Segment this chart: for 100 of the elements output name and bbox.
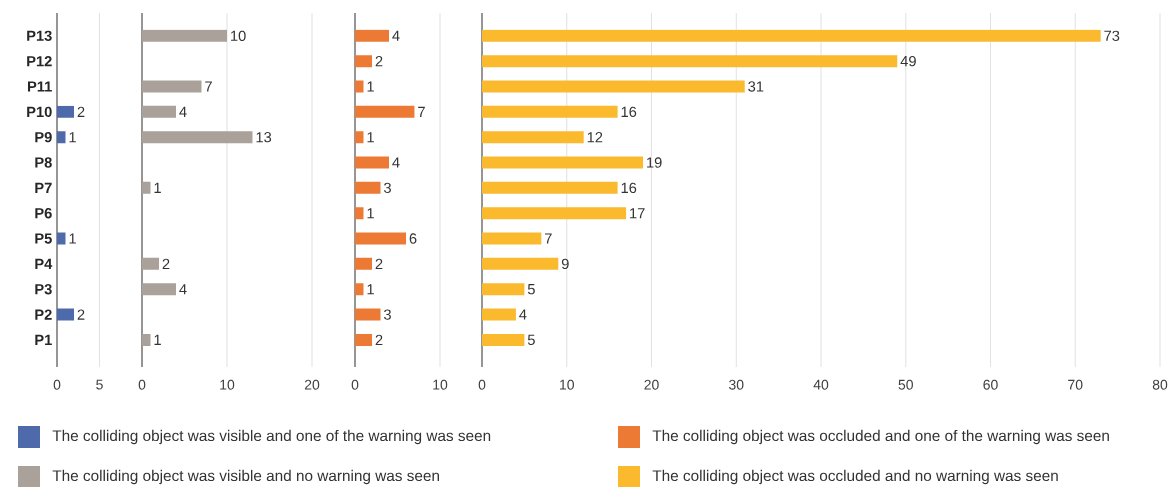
x-tick-label: 40	[813, 379, 829, 390]
y-tick-label: P4	[35, 258, 53, 269]
y-tick-label: P2	[35, 309, 52, 320]
data-label: 5	[527, 284, 535, 295]
y-tick-label: P13	[27, 30, 52, 42]
bar	[355, 333, 372, 346]
x-tick-label: 20	[304, 379, 320, 390]
bar	[142, 29, 228, 42]
x-tick-label: 10	[433, 379, 448, 390]
x-tick-label: 5	[96, 379, 103, 390]
x-tick-label: 10	[220, 379, 235, 390]
x-tick-label: 0	[53, 379, 61, 390]
data-label: 7	[205, 81, 212, 92]
bar	[482, 257, 559, 270]
bar	[355, 308, 381, 321]
x-tick-label: 70	[1068, 379, 1083, 390]
bar	[142, 257, 159, 270]
data-label: 7	[418, 106, 425, 117]
bar	[355, 207, 364, 220]
bar	[355, 105, 415, 118]
data-label: 2	[77, 309, 85, 320]
x-tick-label: 10	[560, 379, 574, 390]
bar	[355, 131, 364, 144]
bar	[482, 105, 618, 118]
data-label: 2	[375, 334, 383, 346]
y-tick-label: P7	[35, 182, 52, 193]
bar	[482, 156, 644, 169]
data-label: 16	[621, 106, 637, 118]
data-label: 1	[367, 284, 374, 295]
data-label: 1	[154, 334, 161, 345]
data-label: 1	[69, 132, 76, 143]
bar	[355, 156, 390, 169]
legend-label: The colliding object was occluded and one of the warning was seen	[652, 429, 1109, 445]
data-label: 12	[587, 132, 603, 143]
data-label: 1	[69, 233, 76, 244]
bar	[482, 333, 525, 346]
legend-label: The colliding object was visible and no warning was seen	[52, 469, 439, 485]
data-label: 1	[367, 81, 374, 92]
x-tick-label: 60	[983, 379, 998, 390]
bar	[482, 131, 584, 144]
data-label: 2	[375, 258, 383, 269]
data-label: 4	[179, 284, 187, 295]
data-label: 73	[1104, 30, 1120, 42]
data-label: 4	[179, 106, 187, 117]
data-label: 10	[231, 30, 246, 42]
y-tick-label: P6	[35, 208, 52, 219]
data-label: 4	[519, 309, 527, 320]
y-tick-label: P1	[35, 334, 52, 345]
data-label: 2	[77, 106, 85, 117]
x-tick-label: 80	[1152, 379, 1168, 390]
y-tick-label: P11	[27, 81, 52, 92]
x-tick-label: 0	[351, 379, 359, 390]
data-label: 2	[375, 56, 383, 67]
data-label: 17	[630, 208, 645, 219]
bar	[142, 181, 151, 194]
bar	[355, 55, 372, 68]
bar	[482, 232, 542, 245]
bar	[355, 80, 364, 93]
data-label: 4	[392, 157, 400, 168]
bar	[355, 232, 407, 245]
bar	[142, 131, 253, 144]
bar	[482, 283, 525, 296]
bar	[355, 283, 364, 296]
x-tick-label: 0	[138, 379, 146, 390]
data-label: 1	[367, 208, 374, 219]
bar	[355, 29, 390, 42]
legend-label: The colliding object was occluded and no warning was seen	[652, 469, 1058, 485]
bar	[482, 29, 1101, 42]
bar	[142, 283, 176, 296]
data-label: 3	[384, 309, 391, 320]
y-tick-label: P3	[35, 284, 52, 295]
data-label: 3	[384, 182, 391, 194]
x-tick-label: 50	[898, 379, 913, 390]
y-tick-label: P8	[35, 157, 52, 168]
y-tick-label: P12	[27, 56, 52, 67]
bar	[482, 181, 618, 194]
bar	[355, 181, 381, 194]
y-tick-label: P9	[35, 132, 52, 143]
data-label: 4	[392, 30, 400, 41]
bar	[142, 80, 202, 93]
bar	[355, 257, 372, 270]
data-label: 5	[527, 334, 535, 346]
data-label: 16	[621, 182, 637, 194]
x-tick-label: 20	[644, 379, 659, 390]
bar	[482, 55, 898, 68]
y-tick-label: P10	[27, 106, 52, 118]
data-label: 13	[256, 132, 272, 143]
data-label: 1	[154, 182, 161, 193]
data-label: 9	[561, 258, 569, 270]
data-label: 31	[748, 81, 764, 92]
x-tick-label: 30	[728, 379, 744, 390]
bar	[482, 207, 627, 220]
bar	[482, 308, 516, 321]
data-label: 2	[162, 258, 170, 269]
bar	[142, 333, 151, 346]
x-tick-label: 0	[478, 379, 486, 390]
data-label: 19	[647, 157, 662, 168]
bar	[482, 80, 745, 93]
y-tick-label: P5	[35, 233, 52, 244]
data-label: 7	[545, 233, 552, 244]
